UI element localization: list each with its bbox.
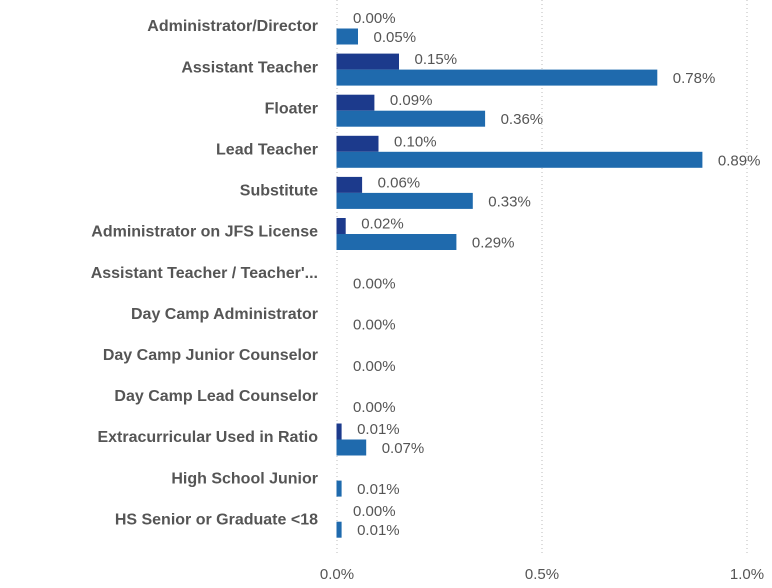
value-label: 0.00% bbox=[353, 10, 396, 27]
value-label: 0.05% bbox=[374, 29, 417, 46]
x-tick-label: 0.0% bbox=[320, 566, 354, 583]
bar bbox=[336, 53, 399, 70]
category-label: HS Senior or Graduate <18 bbox=[115, 511, 318, 528]
value-label: 0.00% bbox=[353, 358, 396, 375]
bar bbox=[336, 218, 346, 234]
value-label: 0.36% bbox=[501, 111, 544, 128]
value-label: 0.33% bbox=[488, 193, 531, 210]
x-tick-label: 1.0% bbox=[730, 566, 764, 583]
category-label: Day Camp Administrator bbox=[131, 306, 318, 323]
category-label: Administrator on JFS License bbox=[91, 224, 318, 241]
value-label: 0.09% bbox=[390, 92, 433, 109]
category-label: Assistant Teacher bbox=[181, 59, 318, 76]
value-label: 0.00% bbox=[353, 503, 396, 520]
value-label: 0.10% bbox=[394, 133, 437, 150]
value-label: 0.07% bbox=[382, 440, 425, 457]
bar bbox=[336, 135, 379, 152]
x-tick-label: 0.5% bbox=[525, 566, 559, 583]
value-label: 0.00% bbox=[353, 276, 396, 293]
value-label: 0.01% bbox=[357, 522, 400, 539]
category-label: Day Camp Lead Counselor bbox=[114, 388, 318, 405]
value-label: 0.89% bbox=[718, 152, 761, 169]
category-label: Floater bbox=[265, 100, 318, 117]
bar bbox=[336, 480, 342, 497]
category-label: Day Camp Junior Counselor bbox=[103, 347, 318, 364]
value-label: 0.01% bbox=[357, 481, 400, 498]
value-label: 0.15% bbox=[415, 51, 458, 68]
bar bbox=[336, 234, 457, 250]
bar bbox=[336, 151, 703, 168]
bar bbox=[336, 439, 367, 456]
category-label: Lead Teacher bbox=[216, 142, 318, 159]
value-label: 0.00% bbox=[353, 399, 396, 416]
bar bbox=[336, 28, 358, 45]
bar bbox=[336, 94, 375, 111]
category-label: Assistant Teacher / Teacher'... bbox=[91, 265, 318, 282]
value-label: 0.00% bbox=[353, 317, 396, 334]
category-label: High School Junior bbox=[171, 470, 318, 487]
value-label: 0.29% bbox=[472, 234, 515, 251]
value-label: 0.78% bbox=[673, 70, 716, 87]
category-label: Extracurricular Used in Ratio bbox=[97, 429, 318, 446]
bar bbox=[336, 69, 658, 86]
category-label: Substitute bbox=[240, 183, 318, 200]
bar bbox=[336, 521, 342, 538]
bar bbox=[336, 176, 363, 193]
value-label: 0.06% bbox=[378, 174, 421, 191]
value-label: 0.01% bbox=[357, 421, 400, 438]
bar bbox=[336, 423, 342, 440]
value-label: 0.02% bbox=[361, 215, 404, 232]
bar bbox=[336, 192, 473, 209]
category-label: Administrator/Director bbox=[147, 18, 318, 35]
bar bbox=[336, 110, 486, 127]
